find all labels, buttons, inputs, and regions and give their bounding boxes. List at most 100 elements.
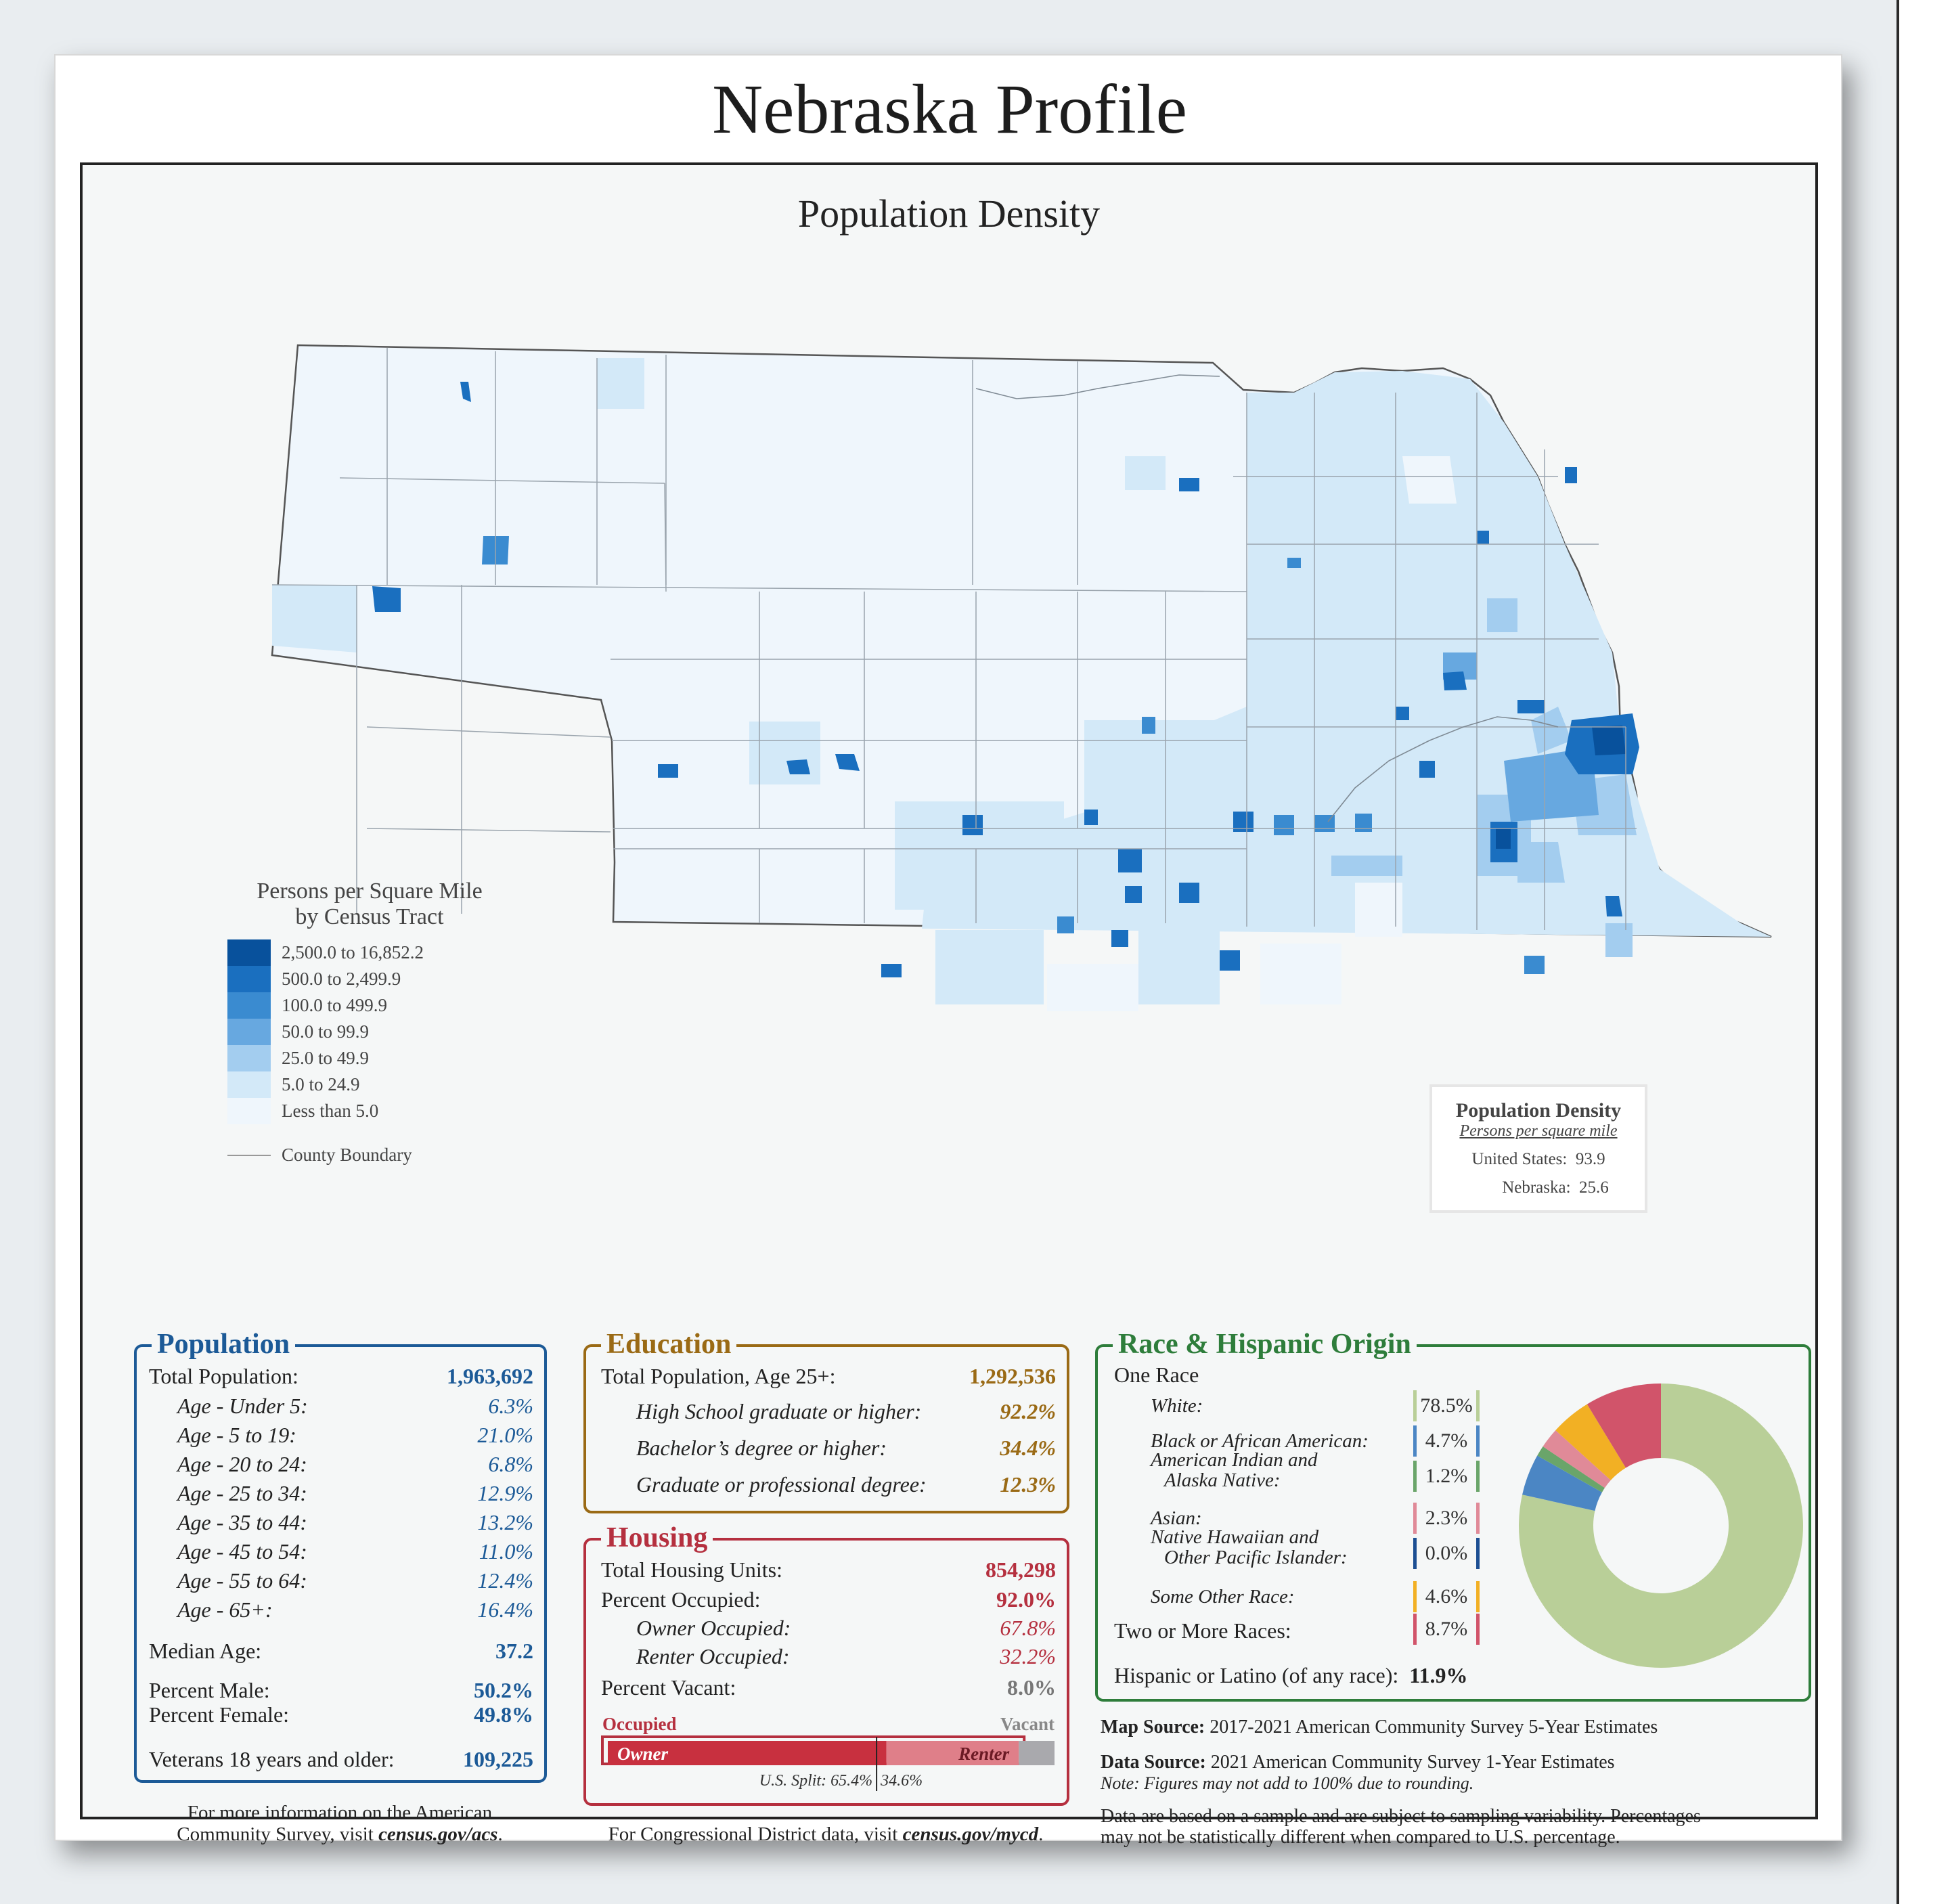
us-split-right: 34.6% (880, 1772, 923, 1790)
race-label-line1: Native Hawaiian and (1151, 1526, 1319, 1548)
legend-swatch (227, 1098, 271, 1124)
education-value: 12.3% (1000, 1472, 1056, 1497)
legend-class-3: 50.0 to 99.9 (227, 1019, 512, 1045)
race-panel: Race & Hispanic Origin One Race White: 78… (1095, 1328, 1811, 1702)
housing-heading: Housing (601, 1522, 713, 1554)
acs-link[interactable]: census.gov/acs (378, 1823, 498, 1845)
map-title: Population Density (797, 192, 1101, 236)
legend-class-label: Less than 5.0 (282, 1101, 379, 1121)
two-or-more-value: 8.7% (1413, 1614, 1480, 1645)
content-frame: Population Density (80, 162, 1818, 1819)
us-split-left: U.S. Split: 65.4% (759, 1772, 872, 1790)
race-value: 78.5% (1413, 1390, 1480, 1421)
donut-slice (1555, 1404, 1626, 1480)
legend-swatch (227, 992, 271, 1019)
age-value: 16.4% (477, 1597, 533, 1622)
age-value: 6.3% (488, 1394, 533, 1418)
legend-class-5: 5.0 to 24.9 (227, 1071, 512, 1098)
education-value: 34.4% (1000, 1436, 1056, 1460)
map-legend: Persons per Square Mile by Census Tract … (227, 879, 512, 1166)
legend-title-line2: by Census Tract (295, 904, 444, 929)
county-boundary-label: County Boundary (282, 1145, 412, 1165)
race-label-line1: Black or African American: (1151, 1430, 1369, 1452)
race-donut-chart (1519, 1383, 1803, 1668)
disclaimer-line2: may not be statistically different when … (1101, 1827, 1620, 1848)
legend-class-0: 2,500.0 to 16,852.2 (227, 939, 512, 966)
occupied-label: Occupied (602, 1714, 677, 1734)
race-label-line2: Other Pacific Islander: (1164, 1547, 1348, 1568)
age-value: 21.0% (477, 1423, 533, 1447)
legend-class-label: 50.0 to 99.9 (282, 1021, 370, 1042)
race-value: 4.6% (1413, 1581, 1480, 1612)
density-box-title: Population Density (1455, 1099, 1622, 1122)
window-edge (1896, 0, 1952, 1904)
density-us: United States: 93.9 (1471, 1150, 1605, 1168)
renter-bar (886, 1741, 1019, 1765)
age-label: Age - 25 to 34: (177, 1481, 307, 1505)
age-label: Age - 35 to 44: (177, 1510, 307, 1534)
race-label-line1: White: (1151, 1395, 1203, 1417)
county-boundaries (271, 348, 1637, 930)
legend-class-label: 2,500.0 to 16,852.2 (282, 942, 424, 962)
disclaimer-line1: Data are based on a sample and are subje… (1101, 1806, 1701, 1827)
urban-tracts (372, 382, 1639, 977)
age-value: 12.4% (477, 1568, 533, 1593)
age-label: Age - 65+: (177, 1597, 273, 1622)
age-label: Age - 45 to 54: (177, 1539, 307, 1564)
race-value: 1.2% (1413, 1461, 1480, 1492)
density-box-subtitle: Persons per square mile (1459, 1122, 1618, 1140)
legend-swatch (227, 1019, 271, 1045)
legend-swatch (227, 1045, 271, 1071)
renter-label: Renter (958, 1744, 1009, 1764)
education-value: 92.2% (1000, 1399, 1056, 1423)
legend-class-label: 100.0 to 499.9 (282, 995, 388, 1015)
race-label-line1: American Indian and (1151, 1449, 1318, 1471)
age-value: 11.0% (479, 1539, 533, 1564)
education-panel: Education Total Population, Age 25+: 1,2… (583, 1328, 1069, 1513)
county-boundary-line (227, 1154, 271, 1156)
population-heading: Population (152, 1328, 296, 1360)
legend-class-label: 5.0 to 24.9 (282, 1074, 360, 1094)
data-source: Data Source: 2021 American Community Sur… (1101, 1752, 1615, 1773)
race-value: 2.3% (1413, 1503, 1480, 1534)
legend-swatch (227, 966, 271, 992)
legend-class-1: 500.0 to 2,499.9 (227, 966, 512, 992)
page-title: Nebraska Profile (712, 70, 1187, 148)
density-nebraska: Nebraska: 25.6 (1502, 1178, 1609, 1197)
age-label: Age - 20 to 24: (177, 1452, 307, 1476)
mycd-link[interactable]: census.gov/mycd (902, 1823, 1039, 1845)
race-label-line2: Alaska Native: (1164, 1469, 1281, 1491)
race-label-line1: Some Other Race: (1151, 1586, 1295, 1608)
donut-slice (1522, 1455, 1602, 1511)
county-boundary-key: County Boundary (227, 1145, 512, 1166)
age-label: Age - 55 to 64: (177, 1568, 307, 1593)
education-label: Graduate or professional degree: (636, 1472, 927, 1497)
owner-label: Owner (617, 1744, 669, 1764)
education-label: Bachelor’s degree or higher: (636, 1436, 887, 1460)
legend-class-label: 25.0 to 49.9 (282, 1048, 370, 1068)
density-summary-box: Population Density Persons per square mi… (1429, 1084, 1647, 1213)
donut-slice (1543, 1430, 1611, 1488)
legend-swatch (227, 1071, 271, 1098)
legend-swatch (227, 939, 271, 966)
race-label-line1: Asian: (1151, 1507, 1202, 1529)
donut-slice (1537, 1446, 1605, 1492)
education-heading: Education (601, 1328, 737, 1360)
age-value: 13.2% (477, 1510, 533, 1534)
housing-panel: Housing Total Housing Units: 854,298 Per… (583, 1522, 1069, 1806)
vacant-label: Vacant (1000, 1714, 1055, 1734)
age-value: 12.9% (477, 1481, 533, 1505)
legend-class-6: Less than 5.0 (227, 1098, 512, 1124)
donut-slice (1519, 1383, 1803, 1668)
cd-info-note: For Congressional District data, visit c… (608, 1823, 1044, 1845)
rounding-note: Note: Figures may not add to 100% due to… (1101, 1773, 1474, 1793)
profile-sheet: Nebraska Profile Population Density (54, 54, 1842, 1848)
race-value: 0.0% (1413, 1538, 1480, 1569)
education-label: High School graduate or higher: (636, 1399, 922, 1423)
legend-class-4: 25.0 to 49.9 (227, 1045, 512, 1071)
legend-class-label: 500.0 to 2,499.9 (282, 969, 401, 989)
owner-bar (608, 1741, 887, 1765)
legend-classes: 2,500.0 to 16,852.2 500.0 to 2,499.9 100.0… (227, 939, 512, 1124)
age-value: 6.8% (488, 1452, 533, 1476)
age-label: Age - 5 to 19: (177, 1423, 296, 1447)
